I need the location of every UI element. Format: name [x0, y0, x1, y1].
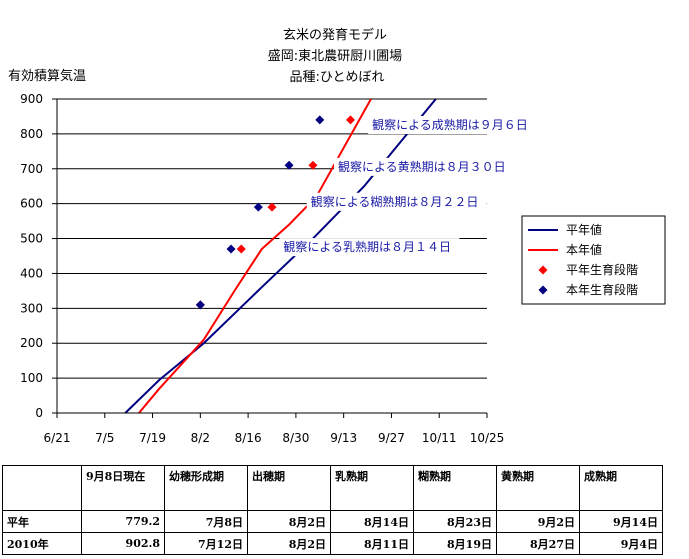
annotations: 観察による成熟期は９月６日観察による黄熟期は８月３０日観察による糊熟期は８月２２… — [279, 116, 537, 257]
table-header-cell: 糊熟期 — [413, 465, 497, 511]
annotation-box — [279, 238, 460, 257]
y-tick-label: 500 — [20, 232, 43, 246]
table-cell: 8月11日 — [330, 532, 414, 555]
x-tick-label: 10/11 — [422, 431, 457, 445]
title-line-2: 品種:ひとめぼれ — [290, 69, 385, 85]
y-tick-label: 800 — [20, 127, 43, 141]
stage-table: 9月8日現在 幼穂形成期 出穂期 乳熟期 糊熟期 黄熟期 成熟期 平年 779.2 7月8日 8月2… — [2, 465, 663, 555]
table-header-row: 9月8日現在 幼穂形成期 出穂期 乳熟期 糊熟期 黄熟期 成熟期 — [2, 465, 663, 511]
stage-markers — [195, 115, 355, 310]
table-header-cell: 出穂期 — [247, 465, 331, 511]
table-cell: 9月14日 — [579, 510, 663, 533]
table-cell: 7月12日 — [164, 532, 248, 555]
y-tick-label: 100 — [20, 371, 43, 385]
table-header-cell: 乳熟期 — [330, 465, 414, 511]
annotation-text: 観察による乳熟期は８月１４日 — [283, 239, 451, 254]
annotation-text: 観察による黄熟期は８月３０日 — [338, 159, 506, 174]
table-header-cell: 9月8日現在 — [81, 465, 165, 511]
table-cell: 9月2日 — [496, 510, 580, 533]
annotation-box — [334, 157, 515, 176]
x-tick-label: 10/25 — [470, 431, 505, 445]
y-tick-label: 0 — [35, 406, 43, 420]
x-tick-label: 9/27 — [378, 431, 405, 445]
stage-marker-0 — [267, 202, 277, 212]
table-cell: 8月19日 — [413, 532, 497, 555]
table-row-label: 2010年 — [2, 532, 82, 555]
y-tick-label: 900 — [20, 92, 43, 106]
legend-label: 本年値 — [566, 242, 602, 257]
x-tick-label: 9/13 — [330, 431, 357, 445]
table-header-cell: 成熟期 — [579, 465, 663, 511]
x-tick-label: 6/21 — [44, 431, 71, 445]
table-cell: 8月2日 — [247, 510, 331, 533]
y-tick-labels: 0 100 200 300 400 500 600 700 800 900 — [20, 92, 57, 420]
x-tick-labels: 6/21 7/5 7/19 8/2 8/16 8/30 9/13 9/27 10/11 10/25 — [44, 413, 505, 445]
stage-marker-1 — [226, 244, 236, 254]
table-row: 2010年 902.8 7月12日 8月2日 8月11日 8月19日 8月27日 9月4日 — [2, 532, 663, 555]
table-cell: 7月8日 — [164, 510, 248, 533]
series-line-0 — [124, 99, 437, 413]
table-header-cell: 幼穂形成期 — [164, 465, 248, 511]
stage-marker-1 — [195, 300, 205, 310]
stage-marker-1 — [315, 115, 325, 125]
table-header-cell — [2, 465, 82, 511]
annotation-box — [306, 192, 487, 211]
x-tick-label: 8/30 — [282, 431, 309, 445]
table-cell: 8月27日 — [496, 532, 580, 555]
table-cell: 902.8 — [81, 532, 165, 555]
legend-swatch — [538, 265, 548, 275]
annotation-box — [368, 116, 537, 135]
table-cell: 779.2 — [81, 510, 165, 533]
title-line-0: 玄米の発育モデル — [283, 27, 387, 43]
axes — [56, 99, 487, 414]
stage-marker-0 — [345, 115, 355, 125]
title-line-1: 盛岡:東北農研厨川圃場 — [268, 48, 402, 64]
y-tick-label: 600 — [20, 197, 43, 211]
table-cell: 8月14日 — [330, 510, 414, 533]
x-tick-label: 8/2 — [191, 431, 210, 445]
stage-marker-0 — [308, 160, 318, 170]
x-tick-label: 7/5 — [95, 431, 114, 445]
stage-marker-0 — [236, 244, 246, 254]
table-header-cell: 黄熟期 — [496, 465, 580, 511]
table-row-label: 平年 — [2, 510, 82, 533]
x-tick-label: 7/19 — [139, 431, 166, 445]
legend-label: 平年生育段階 — [566, 262, 638, 277]
y-axis-label: 有効積算気温 — [8, 68, 86, 84]
stage-marker-1 — [284, 160, 294, 170]
table-cell: 8月23日 — [413, 510, 497, 533]
legend-label: 本年生育段階 — [566, 282, 638, 297]
legend-label: 平年値 — [566, 222, 602, 237]
y-tick-label: 400 — [20, 266, 43, 280]
table-cell: 9月4日 — [579, 532, 663, 555]
table-cell: 8月2日 — [247, 532, 331, 555]
y-tick-label: 700 — [20, 162, 43, 176]
y-tick-label: 300 — [20, 301, 43, 315]
table-row: 平年 779.2 7月8日 8月2日 8月14日 8月23日 9月2日 9月14日 — [2, 510, 663, 533]
y-tick-label: 200 — [20, 336, 43, 350]
annotation-text: 観察による糊熟期は８月２２日 — [311, 194, 479, 209]
legend-swatch — [538, 285, 548, 295]
stage-marker-1 — [253, 202, 263, 212]
annotation-text: 観察による成熟期は９月６日 — [372, 117, 528, 132]
x-tick-label: 8/16 — [235, 431, 262, 445]
